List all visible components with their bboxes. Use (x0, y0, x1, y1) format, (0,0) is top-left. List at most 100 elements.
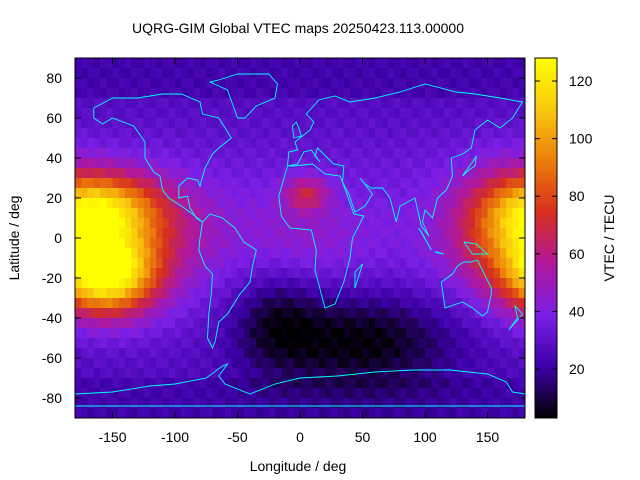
heatmap-cell (381, 98, 388, 109)
heatmap-cell (443, 148, 451, 159)
heatmap-cell (75, 388, 82, 399)
heatmap-cell (318, 218, 326, 229)
heatmap-cell (275, 308, 282, 319)
heatmap-cell (506, 188, 513, 199)
heatmap-cell (343, 308, 351, 319)
heatmap-cell (468, 218, 476, 229)
heatmap-cell (287, 228, 295, 239)
heatmap-cell (156, 308, 163, 319)
heatmap-cell (143, 358, 151, 369)
heatmap-cell (206, 58, 213, 69)
heatmap-cell (87, 98, 95, 109)
heatmap-cell (100, 348, 107, 359)
heatmap-cell (156, 348, 163, 359)
heatmap-cell (87, 78, 95, 89)
heatmap-cell (125, 68, 132, 79)
heatmap-cell (368, 338, 376, 349)
heatmap-cell (418, 108, 426, 119)
heatmap-cell (325, 88, 332, 99)
heatmap-cell (237, 148, 245, 159)
heatmap-cell (400, 258, 407, 269)
heatmap-cell (156, 358, 163, 369)
heatmap-cell (425, 198, 432, 209)
heatmap-cell (175, 288, 182, 299)
heatmap-cell (125, 308, 132, 319)
heatmap-cell (137, 138, 145, 149)
heatmap-cell (206, 68, 213, 79)
heatmap-cell (181, 338, 188, 349)
heatmap-cell (356, 128, 363, 139)
heatmap-cell (412, 408, 420, 419)
heatmap-cell (131, 108, 138, 119)
heatmap-cell (400, 408, 407, 419)
heatmap-cell (400, 68, 407, 79)
heatmap-cell (118, 148, 126, 159)
heatmap-cell (81, 148, 88, 159)
heatmap-cell (112, 328, 120, 339)
heatmap-cell (268, 168, 276, 179)
heatmap-cell (125, 338, 132, 349)
heatmap-cell (450, 248, 457, 259)
heatmap-cell (350, 68, 357, 79)
heatmap-cell (331, 318, 338, 329)
heatmap-cell (362, 228, 370, 239)
heatmap-cell (181, 78, 188, 89)
heatmap-cell (306, 378, 313, 389)
heatmap-cell (375, 258, 382, 269)
heatmap-cell (256, 188, 263, 199)
heatmap-cell (381, 258, 388, 269)
heatmap-cell (506, 158, 513, 169)
heatmap-cell (443, 208, 451, 219)
heatmap-cell (87, 168, 95, 179)
heatmap-cell (312, 308, 320, 319)
heatmap-cell (206, 348, 213, 359)
heatmap-cell (425, 238, 432, 249)
heatmap-cell (450, 368, 457, 379)
heatmap-cell (425, 408, 432, 419)
heatmap-cell (506, 358, 513, 369)
heatmap-cell (393, 398, 401, 409)
heatmap-cell (93, 228, 101, 239)
heatmap-cell (468, 188, 476, 199)
heatmap-cell (206, 268, 213, 279)
heatmap-cell (300, 278, 307, 289)
heatmap-cell (125, 368, 132, 379)
heatmap-cell (306, 88, 313, 99)
heatmap-cell (418, 278, 426, 289)
heatmap-cell (100, 308, 107, 319)
heatmap-cell (318, 368, 326, 379)
heatmap-cell (256, 328, 263, 339)
heatmap-cell (200, 238, 207, 249)
heatmap-cell (381, 398, 388, 409)
heatmap-cell (487, 178, 495, 189)
heatmap-cell (431, 268, 438, 279)
heatmap-cell (450, 318, 457, 329)
heatmap-cell (343, 378, 351, 389)
heatmap-cell (412, 248, 420, 259)
heatmap-cell (131, 208, 138, 219)
heatmap-cell (443, 168, 451, 179)
heatmap-cell (487, 318, 495, 329)
heatmap-cell (162, 228, 170, 239)
heatmap-cell (243, 318, 251, 329)
heatmap-cell (87, 308, 95, 319)
heatmap-cell (81, 328, 88, 339)
heatmap-cell (356, 78, 363, 89)
heatmap-cell (143, 338, 151, 349)
heatmap-cell (387, 258, 395, 269)
heatmap-cell (168, 158, 176, 169)
heatmap-cell (287, 208, 295, 219)
heatmap-cell (300, 288, 307, 299)
heatmap-cell (512, 238, 520, 249)
heatmap-cell (93, 338, 101, 349)
heatmap-cell (81, 338, 88, 349)
heatmap-cell (481, 388, 488, 399)
heatmap-cell (356, 238, 363, 249)
heatmap-cell (506, 208, 513, 219)
heatmap-cell (506, 58, 513, 69)
heatmap-cell (475, 108, 482, 119)
heatmap-cell (343, 248, 351, 259)
heatmap-cell (462, 198, 470, 209)
heatmap-cell (431, 288, 438, 299)
heatmap-cell (206, 198, 213, 209)
